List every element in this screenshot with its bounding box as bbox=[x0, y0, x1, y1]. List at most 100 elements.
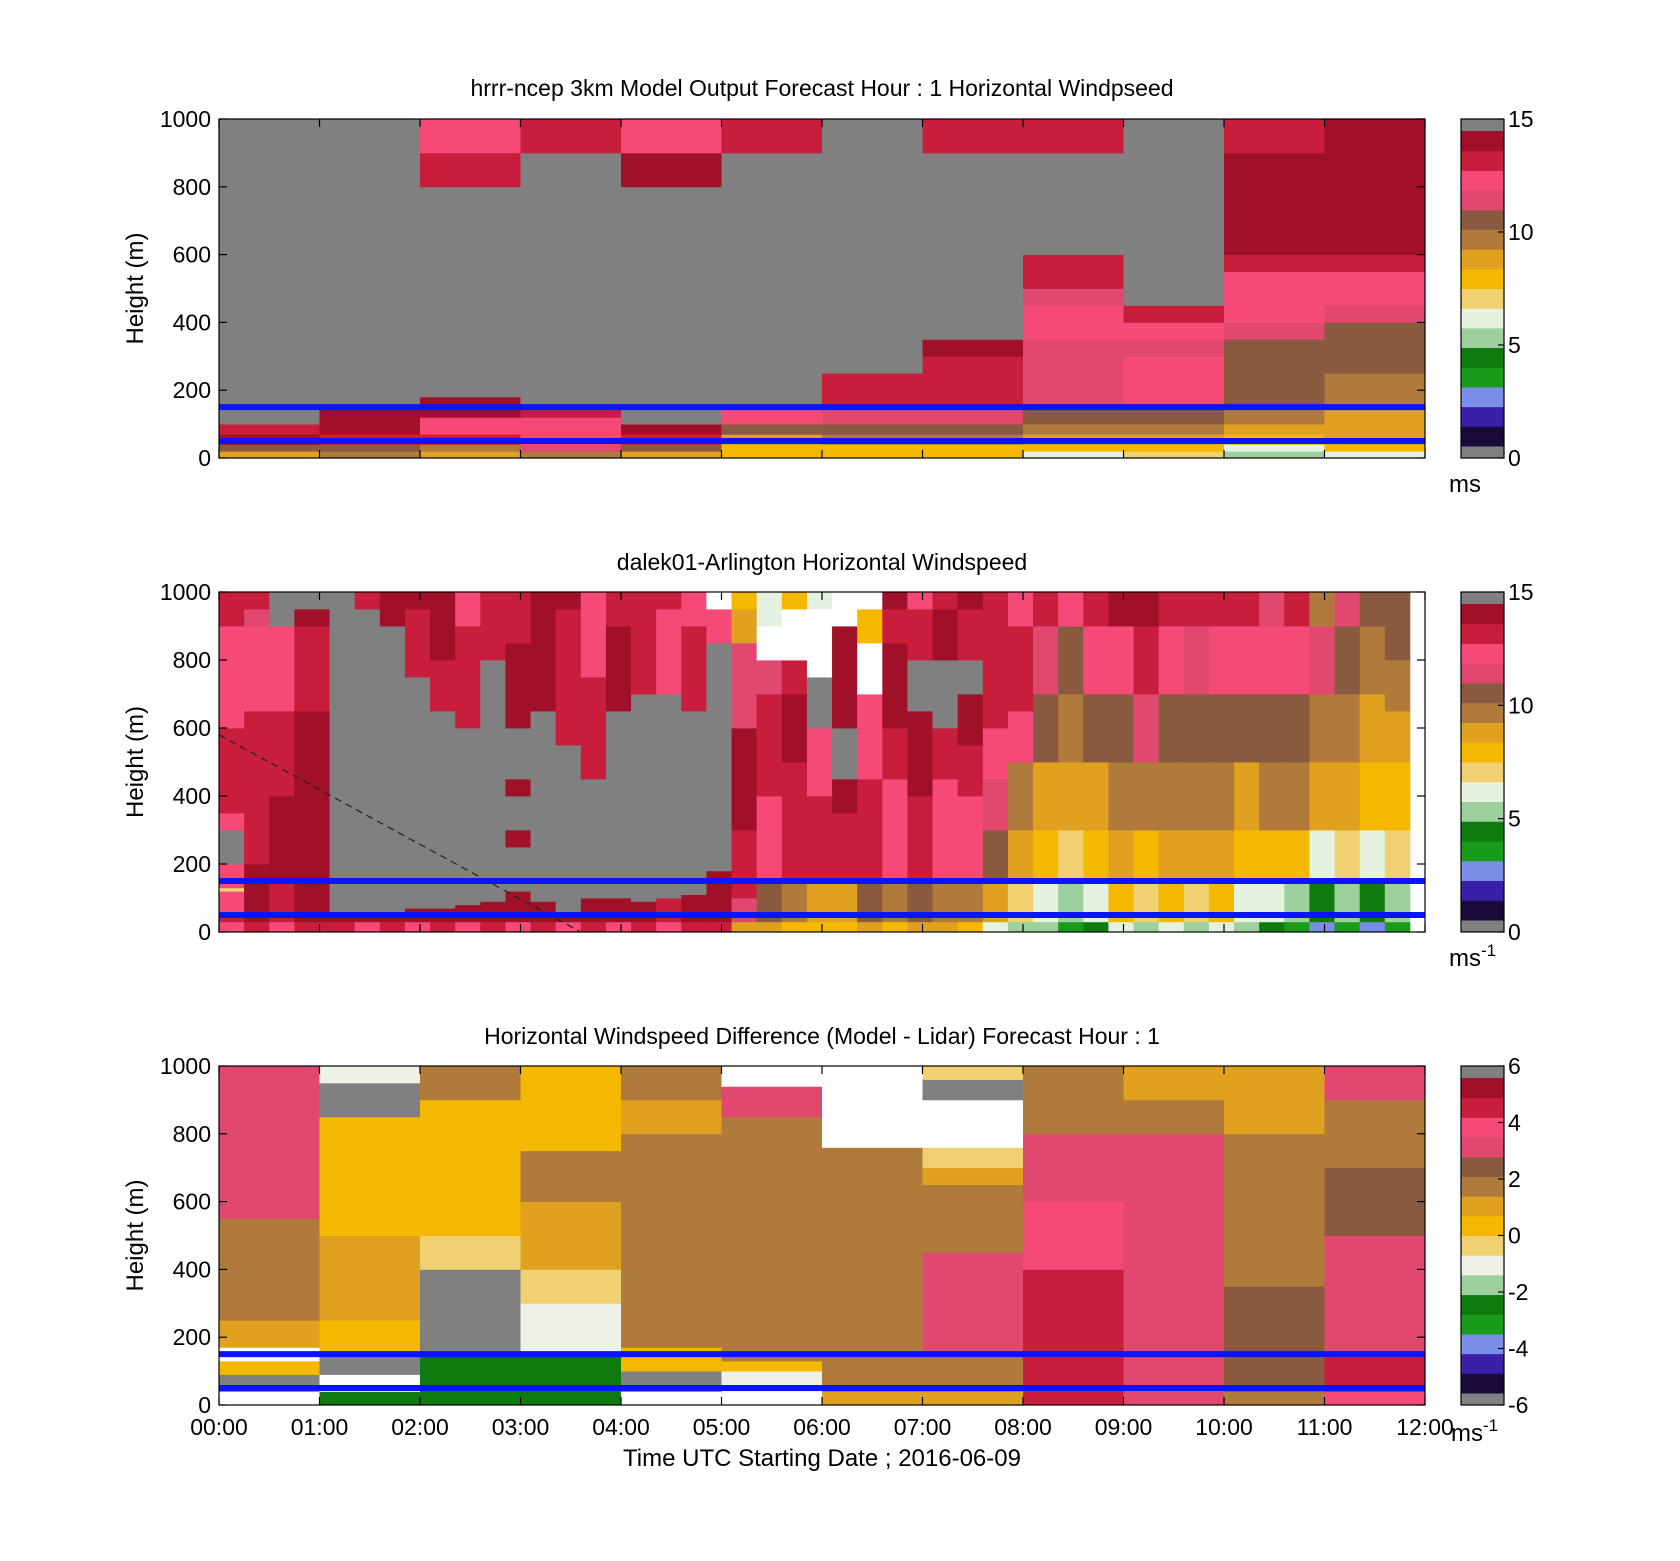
chart-title: dalek01-Arlington Horizontal Windspeed bbox=[617, 549, 1027, 575]
heatmap-cell bbox=[319, 407, 421, 425]
heatmap-cell bbox=[922, 424, 1024, 435]
heatmap-cell bbox=[1324, 451, 1426, 459]
heatmap-cell bbox=[857, 694, 883, 780]
heatmap-cell bbox=[806, 796, 833, 882]
heatmap-cell bbox=[857, 779, 883, 882]
heatmap-cell bbox=[244, 711, 270, 797]
heatmap-cell bbox=[832, 779, 858, 814]
colorbar-cap-top bbox=[1461, 119, 1504, 131]
heatmap-cell bbox=[922, 339, 1024, 357]
heatmap-cell bbox=[605, 626, 632, 712]
heatmap-cell bbox=[505, 830, 531, 848]
heatmap-cell bbox=[621, 1391, 722, 1406]
heatmap-cell bbox=[1234, 921, 1260, 933]
heatmap-cell bbox=[631, 921, 657, 933]
heatmap-cell bbox=[219, 119, 320, 408]
heatmap-cell bbox=[1108, 762, 1134, 831]
x-tick-label: 09:00 bbox=[1095, 1414, 1153, 1440]
colorbar-segment bbox=[1461, 762, 1504, 783]
heatmap-cell bbox=[1123, 1201, 1225, 1270]
heatmap-cell bbox=[1158, 762, 1185, 831]
heatmap-cell bbox=[857, 592, 883, 610]
heatmap-cell bbox=[294, 626, 330, 712]
heatmap-cell bbox=[1208, 592, 1235, 627]
y-tick-label: 400 bbox=[173, 309, 211, 335]
heatmap-cell bbox=[706, 921, 732, 933]
heatmap-cell bbox=[1259, 921, 1285, 933]
colorbar-frame bbox=[1460, 591, 1505, 933]
heatmap-cell bbox=[1083, 921, 1109, 933]
dashed-guide-line bbox=[218, 734, 582, 933]
heatmap-cell bbox=[1384, 660, 1411, 712]
heatmap-cell bbox=[832, 626, 858, 729]
heatmap-cell bbox=[1334, 921, 1361, 933]
colorbar-segment bbox=[1461, 801, 1504, 822]
heatmap-cell bbox=[1007, 762, 1034, 831]
heatmap-cell bbox=[822, 119, 923, 374]
heatmap-cell bbox=[882, 592, 908, 610]
heatmap-cell bbox=[806, 921, 833, 933]
heatmap-cell bbox=[1058, 694, 1084, 763]
heatmap-cell bbox=[922, 356, 1024, 408]
heatmap-cell bbox=[922, 1184, 1024, 1253]
heatmap-cell bbox=[822, 1066, 923, 1148]
heatmap-cell bbox=[1334, 626, 1361, 695]
heatmap-cell bbox=[1183, 592, 1210, 627]
heatmap-cell bbox=[806, 609, 833, 678]
heatmap-cells bbox=[219, 1066, 1426, 1406]
colorbar-tick-label: 15 bbox=[1508, 106, 1534, 132]
heatmap-cell bbox=[1158, 694, 1185, 763]
heatmap-cell bbox=[1023, 152, 1124, 255]
heatmap-cell bbox=[1384, 592, 1411, 661]
heatmap-cell bbox=[721, 1201, 823, 1270]
heatmap-cell bbox=[1324, 390, 1426, 408]
colorbar-segment bbox=[1461, 1353, 1504, 1374]
colorbar-tick-label: 10 bbox=[1508, 692, 1534, 718]
heatmap-cell bbox=[219, 1066, 320, 1219]
heatmap-cell bbox=[1284, 762, 1310, 831]
heatmap-cell bbox=[1033, 626, 1059, 695]
heatmap-cell bbox=[631, 592, 657, 695]
heatmap-cell bbox=[219, 1391, 320, 1406]
colorbar-tick-label: 5 bbox=[1508, 806, 1521, 832]
colorbar-segment bbox=[1461, 1333, 1504, 1355]
colorbar-segment bbox=[1461, 150, 1504, 171]
colorbar-unit: ms-1 bbox=[1451, 1416, 1498, 1447]
heatmap-cell bbox=[907, 796, 933, 882]
x-tick-label: 11:00 bbox=[1297, 1414, 1353, 1440]
heatmap-cell bbox=[756, 626, 783, 661]
heatmap-cell bbox=[430, 711, 456, 909]
heatmap-cell bbox=[1224, 186, 1325, 255]
heatmap-cells bbox=[219, 592, 1411, 933]
heatmap-cell bbox=[219, 1218, 320, 1270]
heatmap-cell bbox=[420, 451, 521, 459]
heatmap-cell bbox=[957, 660, 984, 695]
heatmap-cell bbox=[1123, 451, 1225, 459]
y-axis-label: Height (m) bbox=[122, 1179, 149, 1291]
colorbar-segment bbox=[1461, 229, 1504, 250]
heatmap-cell bbox=[319, 119, 421, 408]
heatmap-cell bbox=[1224, 322, 1325, 340]
colorbar-segment bbox=[1461, 406, 1504, 427]
heatmap-cell bbox=[1023, 339, 1124, 391]
heatmap-cell bbox=[1259, 830, 1285, 882]
heatmap-cell bbox=[857, 921, 883, 933]
heatmap-cell bbox=[1324, 288, 1426, 306]
colorbar: -6 -4 -2 0 2 4 6 ms-1 bbox=[1451, 1053, 1529, 1447]
heatmap-cell bbox=[1208, 921, 1235, 933]
heatmap-cell bbox=[1007, 711, 1034, 763]
colorbar-tick-label: 0 bbox=[1508, 919, 1521, 945]
heatmap-cell bbox=[721, 407, 823, 425]
heatmap-cell bbox=[721, 451, 823, 459]
heatmap-cell bbox=[1023, 1066, 1124, 1135]
heatmap-cell bbox=[1324, 220, 1426, 255]
heatmap-cell bbox=[1309, 830, 1335, 882]
heatmap-cell bbox=[430, 921, 456, 933]
heatmap-cell bbox=[882, 728, 908, 780]
heatmap-cell bbox=[1359, 592, 1386, 627]
colorbar-segment bbox=[1461, 1176, 1504, 1197]
heatmap-cell bbox=[319, 424, 421, 435]
heatmap-cell bbox=[656, 898, 682, 923]
y-tick-label: 400 bbox=[173, 783, 211, 809]
heatmap-cell bbox=[520, 1099, 622, 1152]
